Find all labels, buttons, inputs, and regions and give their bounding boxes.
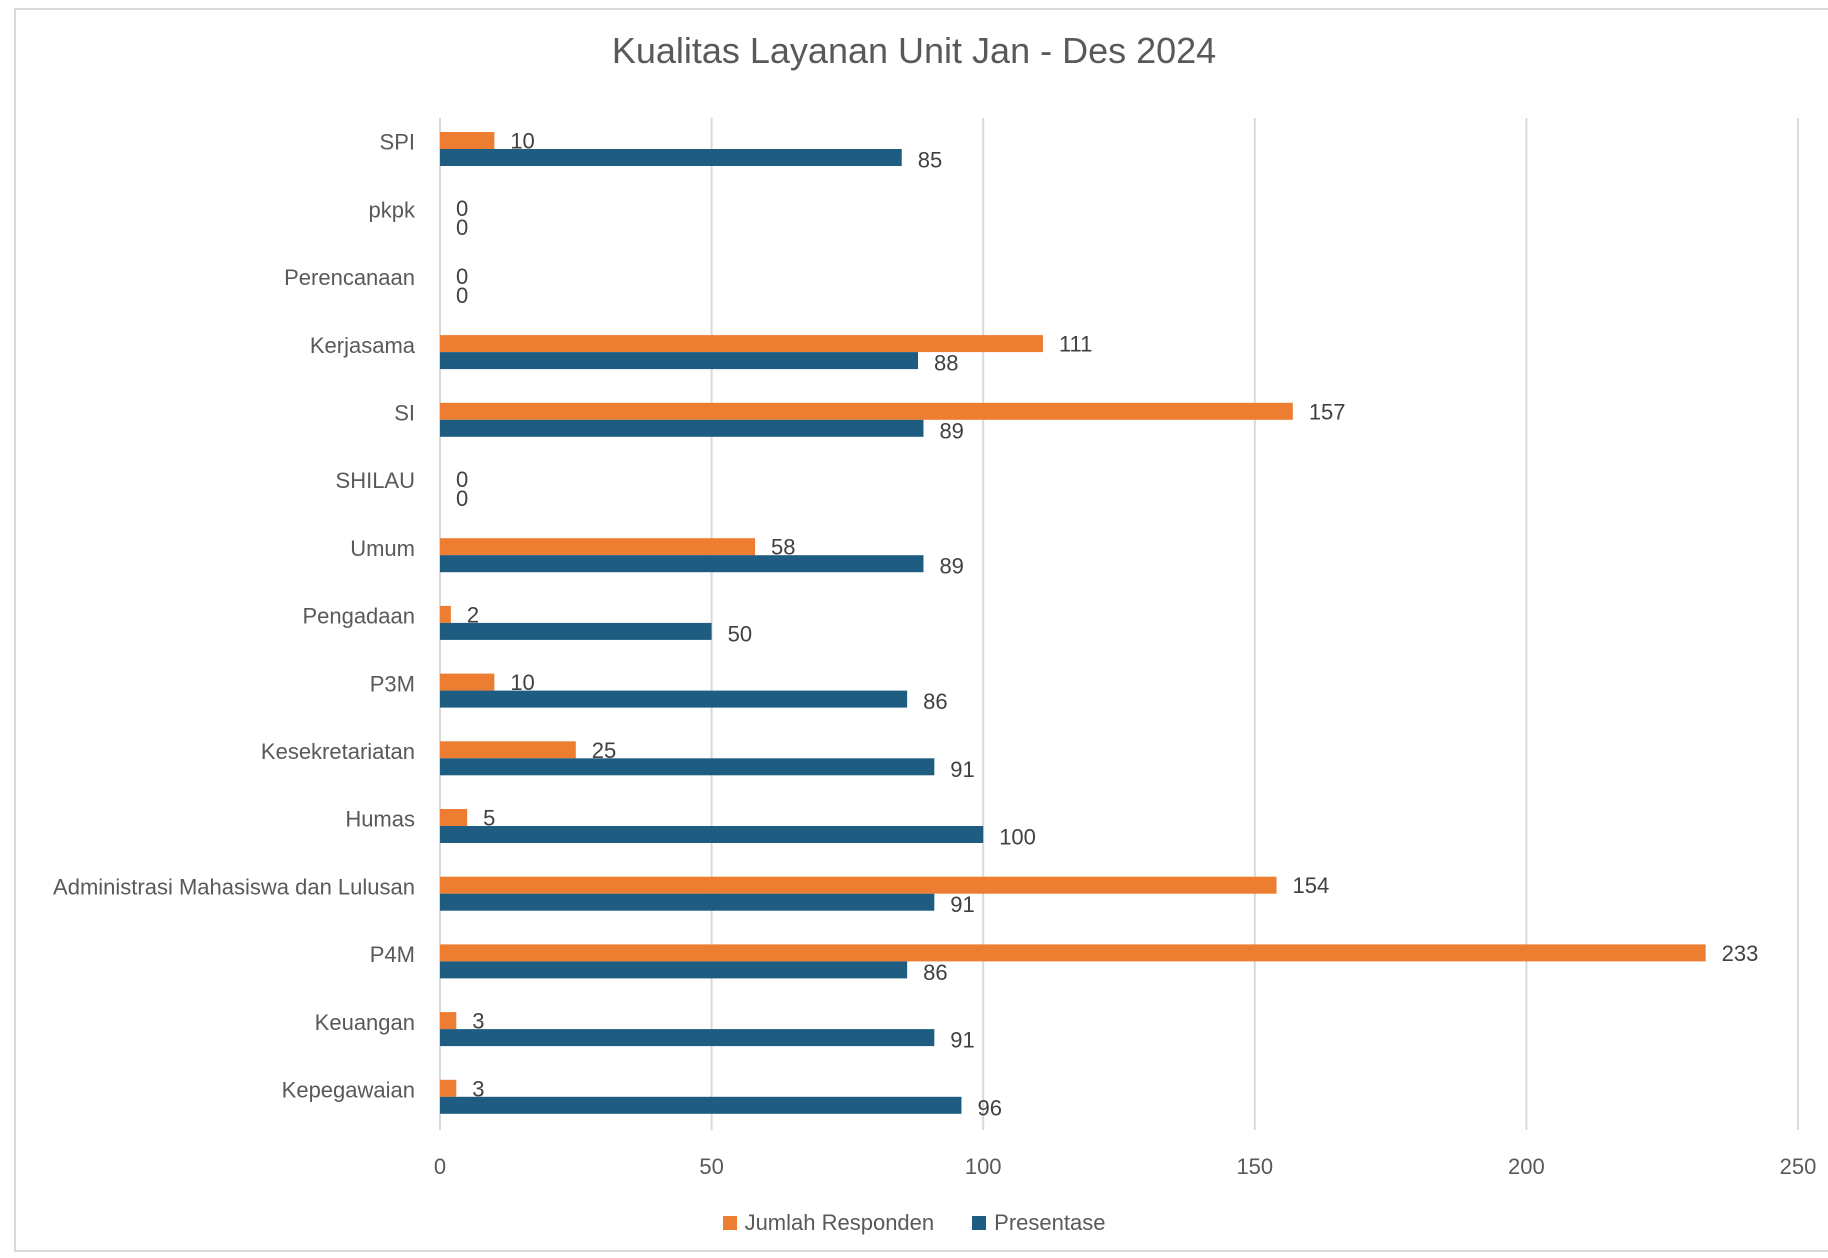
data-label-series-1-14: 3 — [472, 1076, 484, 1101]
data-label-series-1-4: 157 — [1309, 399, 1346, 424]
bar-series-1-10 — [440, 809, 468, 826]
bar-series-2-4 — [440, 419, 924, 437]
data-label-series-2-3: 88 — [934, 351, 958, 376]
data-label-series-2-4: 89 — [939, 418, 963, 443]
bar-series-1-13 — [440, 1012, 457, 1030]
data-label-series-1-1: 0 — [456, 196, 468, 221]
bar-series-2-10 — [440, 826, 984, 843]
x-tick-label-150: 150 — [1236, 1154, 1273, 1179]
bar-series-1-11 — [440, 876, 1277, 894]
x-tick-label-250: 250 — [1780, 1154, 1817, 1179]
bar-series-1-9 — [440, 741, 576, 759]
chart-legend: Jumlah Responden Presentase — [0, 1210, 1828, 1236]
x-tick-label-200: 200 — [1508, 1154, 1545, 1179]
category-label-7: Pengadaan — [302, 604, 415, 629]
category-label-8: P3M — [370, 671, 415, 696]
bar-series-2-8 — [440, 690, 908, 708]
data-label-series-2-7: 50 — [728, 621, 752, 646]
x-tick-label-0: 0 — [434, 1154, 446, 1179]
category-label-6: Umum — [350, 536, 415, 561]
data-label-series-2-6: 89 — [939, 554, 963, 579]
legend-label-series-2: Presentase — [994, 1210, 1106, 1235]
bar-series-1-14 — [440, 1079, 457, 1097]
legend-label-series-1: Jumlah Responden — [744, 1210, 935, 1235]
data-label-series-1-11: 154 — [1293, 873, 1330, 898]
legend-item-series-2: Presentase — [972, 1210, 1105, 1236]
category-label-11: Administrasi Mahasiswa dan Lulusan — [53, 874, 415, 899]
data-label-series-1-12: 233 — [1722, 941, 1759, 966]
bar-series-1-8 — [440, 673, 495, 691]
data-label-series-2-11: 91 — [950, 892, 974, 917]
category-label-12: P4M — [370, 942, 415, 967]
data-label-series-2-10: 100 — [999, 825, 1036, 850]
bar-series-1-12 — [440, 944, 1706, 962]
category-label-14: Kepegawaian — [282, 1077, 415, 1102]
data-label-series-2-12: 86 — [923, 960, 947, 985]
legend-swatch-series-2 — [972, 1216, 987, 1230]
bar-series-2-3 — [440, 352, 919, 370]
data-label-series-2-9: 91 — [950, 757, 974, 782]
bar-series-1-3 — [440, 335, 1043, 353]
data-label-series-1-13: 3 — [472, 1009, 484, 1034]
category-label-4: SI — [394, 400, 415, 425]
bar-series-1-4 — [440, 402, 1293, 420]
data-label-series-2-5: 0 — [456, 486, 468, 511]
data-label-series-2-1: 0 — [456, 215, 468, 240]
legend-item-series-1: Jumlah Responden — [722, 1210, 935, 1236]
bar-series-2-7 — [440, 622, 712, 640]
category-label-13: Keuangan — [315, 1010, 415, 1035]
data-label-series-2-13: 91 — [950, 1028, 974, 1053]
data-label-series-1-3: 111 — [1059, 332, 1092, 357]
bar-series-2-0 — [440, 149, 902, 166]
chart-title: Kualitas Layanan Unit Jan - Des 2024 — [611, 30, 1217, 71]
x-tick-label-100: 100 — [965, 1154, 1002, 1179]
bar-series-2-14 — [440, 1096, 962, 1114]
data-label-series-1-2: 0 — [456, 264, 468, 289]
data-label-series-1-5: 0 — [456, 467, 468, 492]
bar-series-2-6 — [440, 555, 924, 573]
category-label-9: Kesekretariatan — [261, 739, 415, 764]
category-label-3: Kerjasama — [310, 333, 416, 358]
bar-series-1-6 — [440, 538, 756, 556]
bar-series-2-9 — [440, 758, 935, 776]
category-label-10: Humas — [345, 807, 415, 832]
x-tick-label-50: 50 — [699, 1154, 723, 1179]
data-label-series-2-0: 85 — [918, 148, 942, 173]
data-label-series-2-8: 86 — [923, 689, 947, 714]
bar-series-2-13 — [440, 1029, 935, 1047]
bar-series-1-7 — [440, 605, 451, 623]
category-label-1: pkpk — [369, 197, 416, 222]
data-label-series-1-7: 2 — [467, 602, 479, 627]
category-label-2: Perencanaan — [284, 265, 415, 290]
bar-series-2-11 — [440, 893, 935, 911]
data-label-series-2-2: 0 — [456, 283, 468, 308]
bar-series-2-12 — [440, 961, 908, 979]
bar-series-1-0 — [440, 132, 495, 149]
data-label-series-1-10: 5 — [483, 806, 495, 831]
legend-swatch-series-1 — [722, 1216, 737, 1230]
data-label-series-2-14: 96 — [977, 1095, 1001, 1120]
category-label-0: SPI — [380, 130, 415, 155]
category-label-5: SHILAU — [336, 468, 415, 493]
